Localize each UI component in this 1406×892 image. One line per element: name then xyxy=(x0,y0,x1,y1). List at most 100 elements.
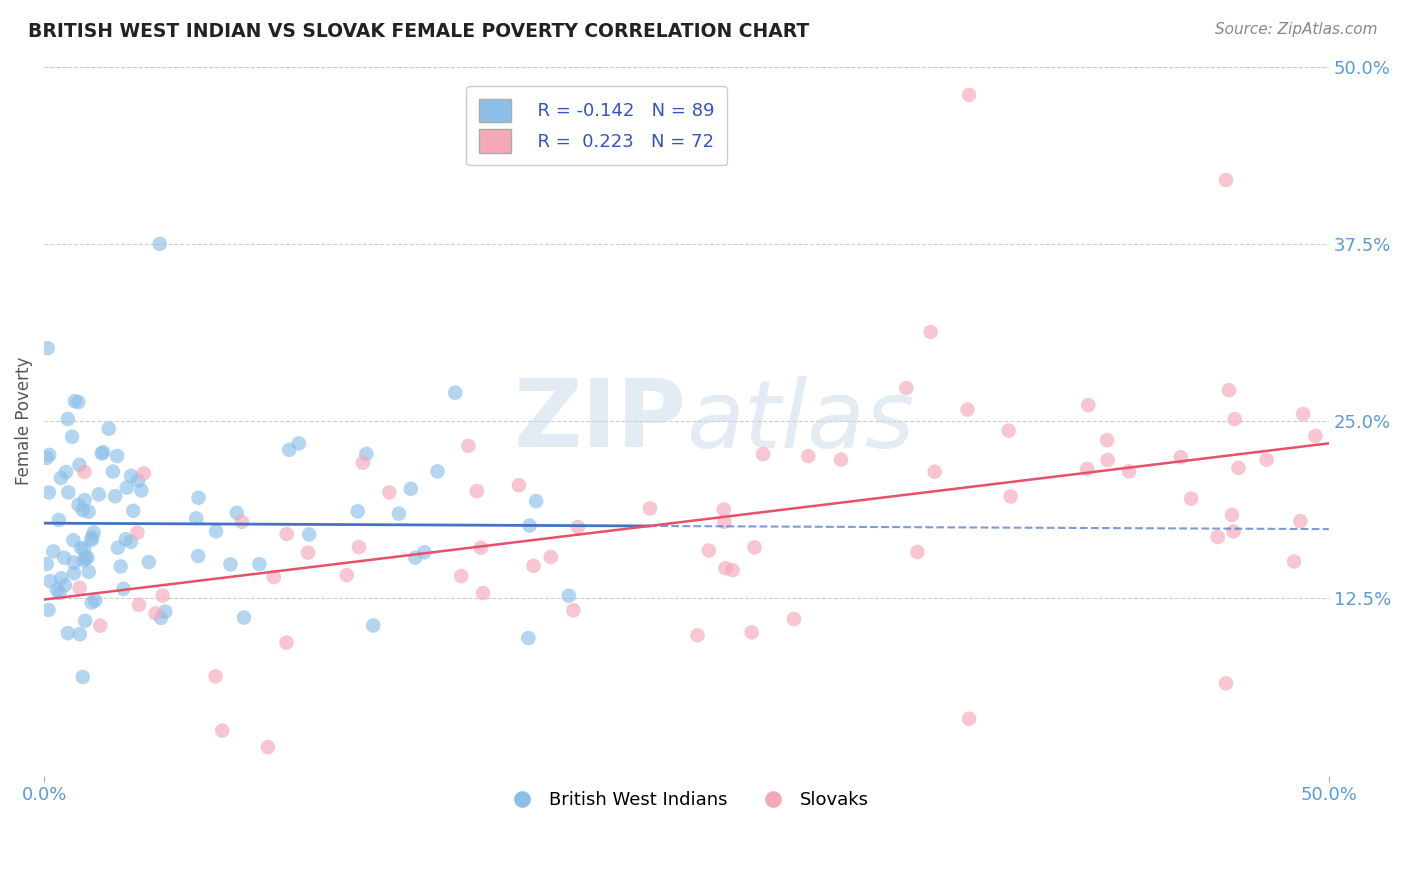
Point xyxy=(470,541,492,555)
Point xyxy=(55,465,77,479)
Point xyxy=(783,612,806,626)
Point xyxy=(38,485,60,500)
Point xyxy=(87,487,110,501)
Point xyxy=(1097,453,1119,467)
Point xyxy=(83,525,105,540)
Text: atlas: atlas xyxy=(686,376,915,467)
Point xyxy=(907,545,929,559)
Point xyxy=(127,474,149,488)
Point xyxy=(114,533,136,547)
Point xyxy=(152,589,174,603)
Point xyxy=(69,581,91,595)
Point xyxy=(62,533,84,548)
Point xyxy=(60,430,83,444)
Point xyxy=(1076,462,1098,476)
Point xyxy=(399,482,422,496)
Point xyxy=(42,544,65,558)
Point xyxy=(278,442,301,457)
Point xyxy=(830,452,852,467)
Point xyxy=(84,593,107,607)
Point xyxy=(89,618,111,632)
Point xyxy=(63,556,86,570)
Point xyxy=(53,578,76,592)
Point xyxy=(73,493,96,508)
Point xyxy=(1220,508,1243,522)
Point xyxy=(149,236,172,251)
Point xyxy=(72,503,94,517)
Point xyxy=(120,534,142,549)
Point xyxy=(1206,530,1229,544)
Point xyxy=(233,610,256,624)
Text: BRITISH WEST INDIAN VS SLOVAK FEMALE POVERTY CORRELATION CHART: BRITISH WEST INDIAN VS SLOVAK FEMALE POV… xyxy=(28,22,810,41)
Point xyxy=(91,445,114,459)
Point xyxy=(519,518,541,533)
Point xyxy=(45,582,67,597)
Legend: British West Indians, Slovaks: British West Indians, Slovaks xyxy=(496,784,876,816)
Point xyxy=(713,515,735,529)
Point xyxy=(37,341,59,355)
Point xyxy=(150,611,173,625)
Point xyxy=(744,541,766,555)
Point xyxy=(276,527,298,541)
Point xyxy=(56,412,79,426)
Point xyxy=(1305,429,1327,443)
Point xyxy=(352,456,374,470)
Point xyxy=(721,563,744,577)
Point xyxy=(37,603,59,617)
Point xyxy=(211,723,233,738)
Point xyxy=(63,566,86,581)
Point xyxy=(638,501,661,516)
Point xyxy=(426,464,449,478)
Point xyxy=(69,627,91,641)
Point xyxy=(77,565,100,579)
Point xyxy=(112,582,135,596)
Point xyxy=(524,494,547,508)
Point xyxy=(67,498,90,512)
Point xyxy=(356,447,378,461)
Text: ZIP: ZIP xyxy=(513,375,686,467)
Point xyxy=(713,502,735,516)
Point xyxy=(205,524,228,539)
Point xyxy=(97,422,120,436)
Point xyxy=(697,543,720,558)
Point xyxy=(567,520,589,534)
Point xyxy=(741,625,763,640)
Point xyxy=(80,533,103,547)
Point xyxy=(346,504,368,518)
Point xyxy=(110,559,132,574)
Point xyxy=(120,469,142,483)
Point xyxy=(72,670,94,684)
Point xyxy=(80,531,103,545)
Point xyxy=(225,506,247,520)
Point xyxy=(155,605,177,619)
Point xyxy=(101,465,124,479)
Point xyxy=(73,541,96,556)
Point xyxy=(540,549,562,564)
Point xyxy=(76,550,98,565)
Point xyxy=(53,550,76,565)
Point xyxy=(1215,173,1237,187)
Text: Source: ZipAtlas.com: Source: ZipAtlas.com xyxy=(1215,22,1378,37)
Point xyxy=(298,527,321,541)
Point xyxy=(472,586,495,600)
Point xyxy=(1095,433,1118,447)
Point xyxy=(105,449,128,463)
Point xyxy=(752,447,775,461)
Point xyxy=(127,525,149,540)
Point xyxy=(1218,383,1240,397)
Point xyxy=(1118,464,1140,478)
Point xyxy=(714,561,737,575)
Point xyxy=(1215,676,1237,690)
Point xyxy=(115,481,138,495)
Point xyxy=(122,504,145,518)
Point xyxy=(186,511,208,525)
Point xyxy=(957,87,980,102)
Point xyxy=(48,513,70,527)
Point xyxy=(67,395,90,409)
Point xyxy=(517,631,540,645)
Point xyxy=(465,484,488,499)
Point xyxy=(1227,461,1250,475)
Point xyxy=(924,465,946,479)
Point xyxy=(187,549,209,563)
Point xyxy=(413,545,436,559)
